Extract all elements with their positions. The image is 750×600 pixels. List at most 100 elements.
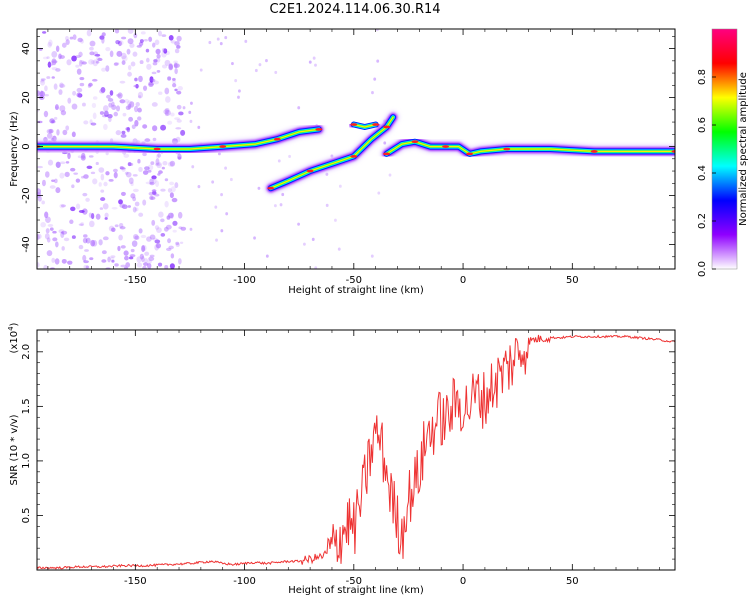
noise-speck [257, 186, 261, 190]
noise-speck [142, 244, 147, 252]
noise-speck [103, 181, 108, 187]
snr-y-label: SNR (10 * v/v) [9, 414, 20, 485]
noise-speck [70, 167, 76, 172]
noise-speck [152, 237, 158, 241]
noise-speck [279, 203, 283, 207]
ridge-peak [350, 154, 358, 158]
noise-speck [130, 193, 136, 199]
y-tick-label: 40 [21, 42, 32, 55]
noise-speck [98, 239, 103, 246]
noise-speck [72, 34, 77, 40]
noise-speck [37, 120, 43, 124]
noise-speck [37, 188, 42, 195]
noise-speck [371, 90, 374, 95]
noise-speck [58, 53, 62, 60]
noise-speck [55, 106, 60, 110]
noise-speck [138, 212, 144, 217]
noise-speck [274, 70, 278, 75]
noise-speck [128, 177, 134, 185]
colorbar-tick-label: 0.4 [697, 165, 708, 181]
noise-speck [131, 240, 138, 247]
noise-speck [71, 131, 76, 138]
noise-speck [65, 35, 69, 41]
noise-speck [215, 238, 218, 242]
noise-speck [149, 76, 154, 83]
noise-speck [134, 207, 139, 212]
noise-speck [120, 191, 126, 196]
noise-speck [82, 208, 88, 215]
noise-speck [237, 95, 240, 99]
noise-speck [168, 63, 174, 71]
noise-speck [139, 253, 144, 260]
noise-speck [100, 86, 106, 93]
noise-speck [208, 40, 212, 45]
noise-speck [160, 124, 167, 131]
noise-speck [61, 258, 67, 264]
noise-speck [78, 223, 84, 226]
noise-speck [119, 167, 126, 170]
noise-speck [116, 93, 122, 97]
x-tick-label: 0 [460, 275, 466, 286]
noise-speck [71, 235, 76, 239]
ridge-peak [503, 147, 511, 151]
noise-speck [97, 57, 103, 62]
noise-speck [161, 47, 167, 53]
spectrogram-x-label: Height of straight line (km) [288, 285, 424, 296]
noise-speck [137, 158, 141, 164]
colorbar-label: Normalized spectral amplitude [738, 72, 749, 226]
noise-speck [112, 168, 118, 173]
noise-speck [109, 90, 114, 96]
noise-speck [214, 205, 218, 209]
noise-speck [334, 218, 337, 222]
y-tick-label: 1.0 [21, 453, 32, 469]
noise-speck [37, 233, 40, 241]
noise-speck [154, 162, 161, 167]
noise-speck [170, 112, 175, 117]
noise-speck [73, 172, 79, 175]
noise-speck [128, 256, 134, 260]
noise-speck [224, 166, 227, 170]
noise-speck [199, 68, 203, 72]
noise-speck [383, 141, 387, 145]
noise-speck [110, 256, 115, 262]
noise-speck [82, 254, 87, 262]
noise-speck [40, 79, 46, 86]
noise-speck [244, 39, 248, 43]
noise-speck [174, 67, 178, 75]
noise-speck [127, 38, 134, 45]
ridge-peak [372, 123, 380, 126]
noise-speck [177, 258, 182, 265]
noise-speck [84, 249, 89, 252]
noise-speck [128, 116, 134, 122]
noise-speck [100, 189, 105, 193]
noise-speck [123, 153, 130, 158]
spectrogram-x-ticks: -150 -100 -50 0 50 [47, 29, 661, 286]
noise-speck [101, 37, 105, 44]
noise-speck [169, 263, 175, 269]
colorbar: 0.0 0.2 0.4 0.6 0.8 Normalized spectral ampl… [697, 28, 749, 277]
noise-speck [125, 171, 132, 178]
y-tick-label: 1.5 [21, 398, 32, 414]
noise-speck [176, 35, 182, 42]
snr-panel: -150 -100 -50 0 50 0.5 1.0 1.5 2.0 Height of st… [7, 322, 676, 596]
noise-speck [174, 41, 180, 46]
noise-speck [157, 30, 162, 37]
noise-speck [173, 62, 178, 69]
noise-speck [51, 76, 55, 79]
noise-speck [121, 55, 128, 62]
noise-speck [126, 48, 131, 55]
noise-speck [89, 220, 95, 228]
noise-speck [219, 41, 223, 46]
noise-speck [148, 36, 153, 42]
noise-speck [71, 55, 77, 62]
noise-speck [253, 236, 256, 240]
noise-speck [41, 179, 46, 187]
noise-speck [126, 126, 131, 133]
noise-speck [144, 251, 150, 256]
noise-speck [77, 37, 83, 43]
spectral-ridge [270, 116, 394, 189]
noise-speck [137, 107, 142, 113]
noise-speck [137, 91, 144, 99]
noise-speck [88, 59, 94, 65]
noise-speck [121, 60, 126, 65]
